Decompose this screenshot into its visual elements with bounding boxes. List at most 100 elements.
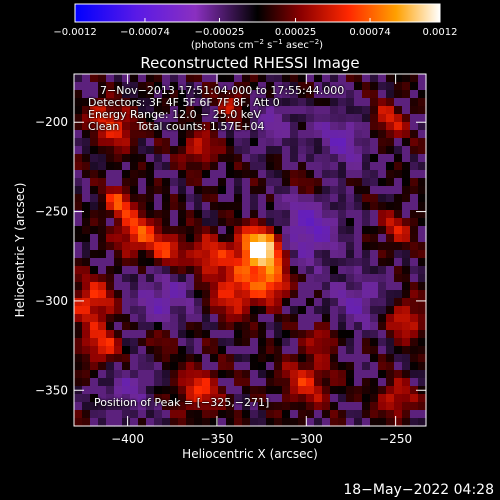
heatmap-cell <box>146 186 155 195</box>
heatmap-cell <box>378 410 387 419</box>
heatmap-cell <box>394 290 403 299</box>
heatmap-cell <box>306 162 315 171</box>
heatmap-cell <box>234 298 243 307</box>
heatmap-cell <box>322 90 331 99</box>
heatmap-cell <box>266 234 275 243</box>
heatmap-cell <box>154 314 163 323</box>
heatmap-cell <box>386 226 395 235</box>
heatmap-cell <box>178 186 187 195</box>
heatmap-cell <box>418 130 427 139</box>
heatmap-cell <box>130 338 139 347</box>
heatmap-cell <box>122 274 131 283</box>
heatmap-cell <box>338 362 347 371</box>
heatmap-cell <box>178 410 187 419</box>
heatmap-cell <box>130 82 139 91</box>
heatmap-cell <box>106 186 115 195</box>
heatmap-cell <box>162 362 171 371</box>
heatmap-cell <box>242 122 251 131</box>
heatmap-cell <box>346 138 355 147</box>
heatmap-cell <box>146 338 155 347</box>
heatmap-cell <box>322 386 331 395</box>
heatmap-cell <box>234 330 243 339</box>
heatmap-cell <box>322 282 331 291</box>
heatmap-cell <box>322 394 331 403</box>
heatmap-cell <box>154 258 163 267</box>
heatmap-cell <box>258 154 267 163</box>
heatmap-cell <box>122 194 131 203</box>
heatmap-cell <box>250 218 259 227</box>
heatmap-cell <box>74 154 83 163</box>
heatmap-cell <box>146 362 155 371</box>
heatmap-cell <box>82 210 91 219</box>
heatmap-cell <box>218 202 227 211</box>
heatmap-cell <box>314 170 323 179</box>
heatmap-cell <box>106 98 115 107</box>
heatmap-cell <box>378 226 387 235</box>
heatmap-cell <box>402 346 411 355</box>
heatmap-cell <box>90 394 99 403</box>
heatmap-cell <box>210 386 219 395</box>
heatmap-cell <box>162 226 171 235</box>
heatmap-cell <box>394 74 403 83</box>
heatmap-cell <box>250 122 259 131</box>
heatmap-cell <box>218 170 227 179</box>
heatmap-cell <box>218 330 227 339</box>
heatmap-cell <box>218 186 227 195</box>
heatmap-cell <box>322 178 331 187</box>
heatmap-cell <box>170 346 179 355</box>
heatmap-cell <box>386 90 395 99</box>
heatmap-cell <box>250 106 259 115</box>
heatmap-cell <box>370 98 379 107</box>
heatmap-cell <box>362 178 371 187</box>
heatmap-cell <box>394 298 403 307</box>
heatmap-cell <box>362 346 371 355</box>
heatmap-cell <box>330 338 339 347</box>
heatmap-cell <box>290 418 299 427</box>
heatmap-cell <box>250 386 259 395</box>
heatmap-cell <box>282 122 291 131</box>
heatmap-cell <box>218 210 227 219</box>
heatmap-cell <box>370 378 379 387</box>
heatmap-cell <box>186 138 195 147</box>
heatmap-cell <box>394 314 403 323</box>
heatmap-cell <box>202 250 211 259</box>
heatmap-cell <box>402 82 411 91</box>
heatmap-cell <box>386 418 395 427</box>
heatmap-cell <box>346 394 355 403</box>
heatmap-cell <box>282 346 291 355</box>
heatmap-cell <box>330 98 339 107</box>
heatmap-cell <box>138 322 147 331</box>
heatmap-cell <box>250 90 259 99</box>
heatmap-cell <box>274 146 283 155</box>
heatmap-cell <box>122 266 131 275</box>
heatmap-cell <box>194 98 203 107</box>
heatmap-cell <box>146 274 155 283</box>
heatmap-cell <box>146 90 155 99</box>
heatmap-cell <box>298 306 307 315</box>
plot-frame <box>73 73 427 427</box>
heatmap-cell <box>130 410 139 419</box>
heatmap-cell <box>210 410 219 419</box>
x-tick-label: −350 <box>200 432 233 446</box>
heatmap-cell <box>122 258 131 267</box>
heatmap-cell <box>138 258 147 267</box>
heatmap-cell <box>298 146 307 155</box>
heatmap-cell <box>306 330 315 339</box>
heatmap-cell <box>386 314 395 323</box>
heatmap-cell <box>266 314 275 323</box>
heatmap-cell <box>282 354 291 363</box>
heatmap-cell <box>410 234 419 243</box>
heatmap-cell <box>282 314 291 323</box>
heatmap-cell <box>274 402 283 411</box>
heatmap-cell <box>410 90 419 99</box>
heatmap-cell <box>98 194 107 203</box>
heatmap-cell <box>218 306 227 315</box>
y-axis-label: Heliocentric Y (arcsec) <box>13 183 27 318</box>
heatmap-cell <box>402 186 411 195</box>
heatmap-cell <box>82 234 91 243</box>
colorbar-units: (photons cm−2 s−1 asec−2) <box>191 38 323 51</box>
heatmap-cell <box>114 314 123 323</box>
heatmap-cell <box>266 370 275 379</box>
heatmap-cell <box>242 162 251 171</box>
heatmap-cell <box>274 154 283 163</box>
